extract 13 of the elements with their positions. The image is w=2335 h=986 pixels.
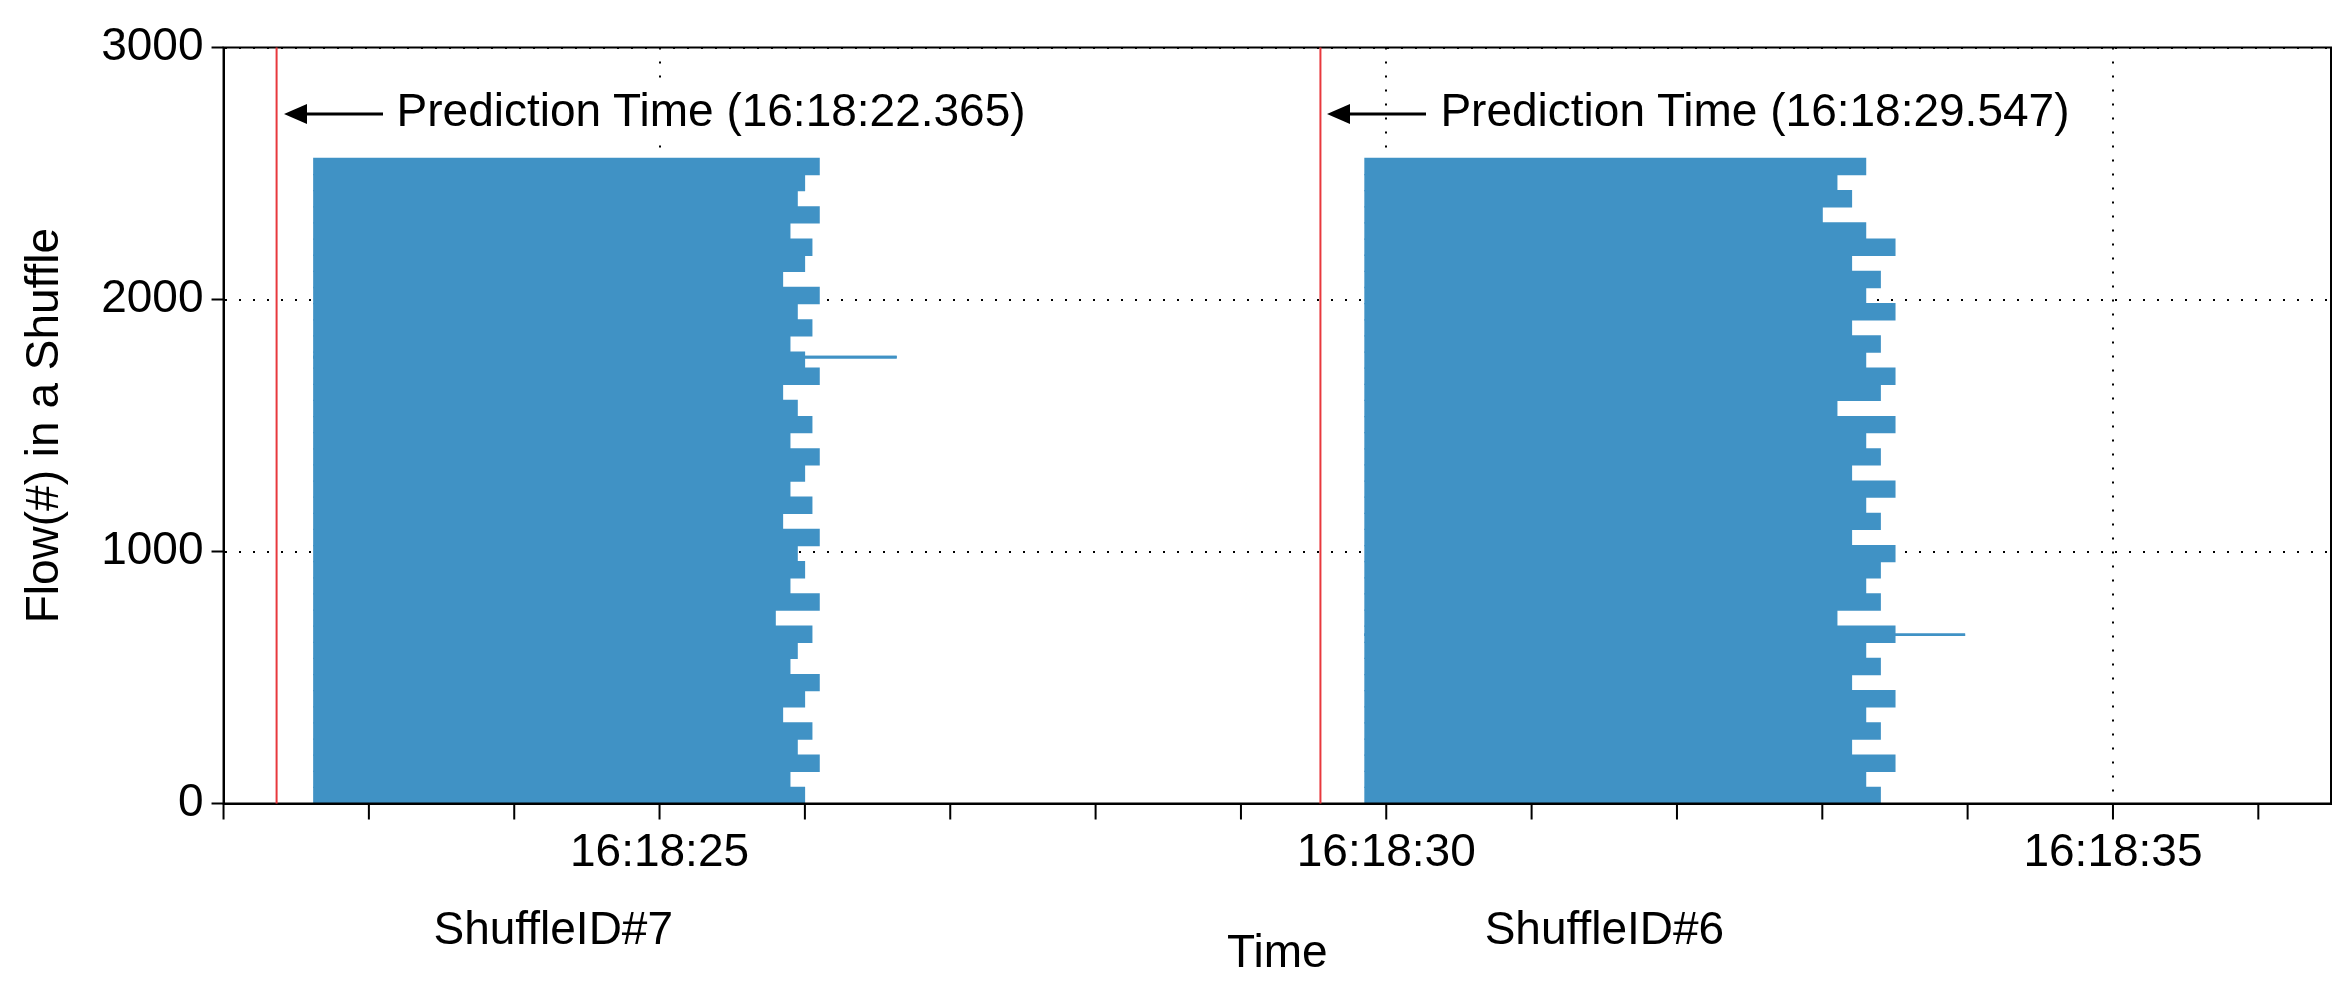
x-tick-label: 16:18:25 [570,823,750,876]
y-tick-label: 3000 [101,18,204,71]
y-tick-label: 1000 [101,522,204,575]
ref-line-label: Prediction Time (16:18:29.547) [1440,84,2070,137]
y-tick-label: 2000 [101,270,204,323]
x-tick-label: 16:18:30 [1296,823,1476,876]
text: ShuffleID#6 [1484,901,1725,954]
x-axis-title: Time [1227,925,1328,978]
text: ShuffleID#7 [433,901,674,954]
ref-line-label: Prediction Time (16:18:22.365) [396,84,1026,137]
y-axis-title: Flow(#) in a Shuffle [16,227,69,624]
x-tick-label: 16:18:35 [2023,823,2203,876]
y-tick-label: 0 [177,774,204,827]
